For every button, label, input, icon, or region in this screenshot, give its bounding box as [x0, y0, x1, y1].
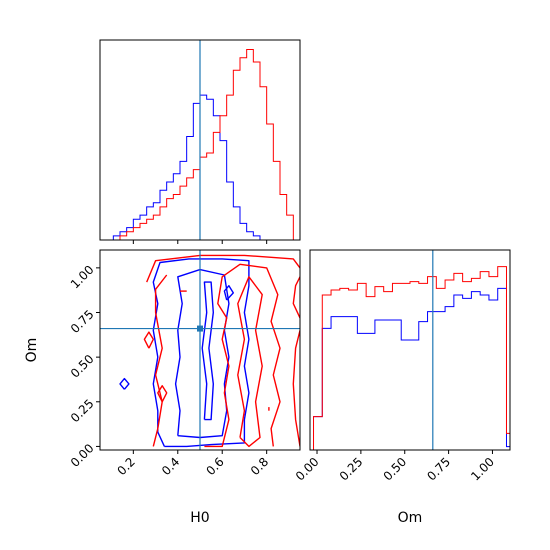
om-histogram-frame: [309, 249, 511, 451]
h0-om-contour-panel: 0.2 0.4 0.6 0.8 0.00 0.25 0.50 0.75 1.00: [68, 249, 301, 478]
contour-y-tick-label: 0.25: [68, 396, 97, 425]
om-histogram-x-tick-label: 0.00: [293, 455, 322, 484]
h0-histogram-panel: [99, 39, 301, 244]
om-histogram-x-tick-label: 0.25: [337, 455, 366, 484]
contour-y-tick-label: 0.50: [68, 352, 97, 381]
contour-series-1-line-9: [152, 274, 168, 447]
contour-series-1-line-0: [146, 254, 300, 283]
contour-y-tick-label: 1.00: [68, 263, 97, 292]
om-histogram-series-0: [313, 287, 510, 450]
contour-series-0-line-2: [201, 281, 214, 421]
contour-y-tick-label: 0.00: [68, 441, 97, 470]
om-histogram-x-tick-label: 0.75: [424, 455, 453, 484]
om-histogram-x-tick-label: 0.50: [381, 455, 410, 484]
contour-series-1-line-5: [143, 331, 154, 349]
contour-x-tick-label: 0.2: [115, 455, 138, 478]
contour-series-1-line-1: [292, 276, 300, 319]
h0-histogram-series-0: [112, 94, 261, 240]
truth-marker: [197, 325, 203, 332]
contour-series-1-line-2: [292, 330, 300, 447]
contour-plot-area: [100, 250, 300, 450]
contour-x-tick-label: 0.4: [159, 455, 182, 478]
y-axis-label-om: Om: [24, 338, 40, 363]
contour-series-1-line-3: [204, 263, 281, 448]
contour-frame: [99, 249, 301, 451]
contour-x-tick-label: 0.6: [203, 455, 226, 478]
om-histogram-x-tick-label: 1.00: [468, 455, 497, 484]
h0-histogram-plot-area: [112, 40, 294, 240]
om-histogram-plot-area: [313, 250, 510, 450]
h0-histogram-series-1: [119, 49, 294, 240]
x-axis-label-om: Om: [398, 510, 423, 526]
contour-y-tick-label: 0.75: [68, 307, 97, 336]
contour-series-0-line-4: [119, 377, 130, 390]
om-histogram-series-1: [313, 266, 510, 450]
contour-series-0-line-3: [223, 285, 234, 301]
contour-series-1-line-4: [237, 276, 263, 448]
contour-series-0-line-0: [152, 258, 250, 448]
contour-series-1-line-6: [157, 385, 168, 403]
x-axis-label-h0: H0: [190, 510, 209, 526]
h0-histogram-frame: [99, 39, 301, 241]
contour-x-tick-label: 0.8: [248, 455, 271, 478]
om-histogram-panel: 0.00 0.25 0.50 0.75 1.00: [293, 249, 511, 484]
